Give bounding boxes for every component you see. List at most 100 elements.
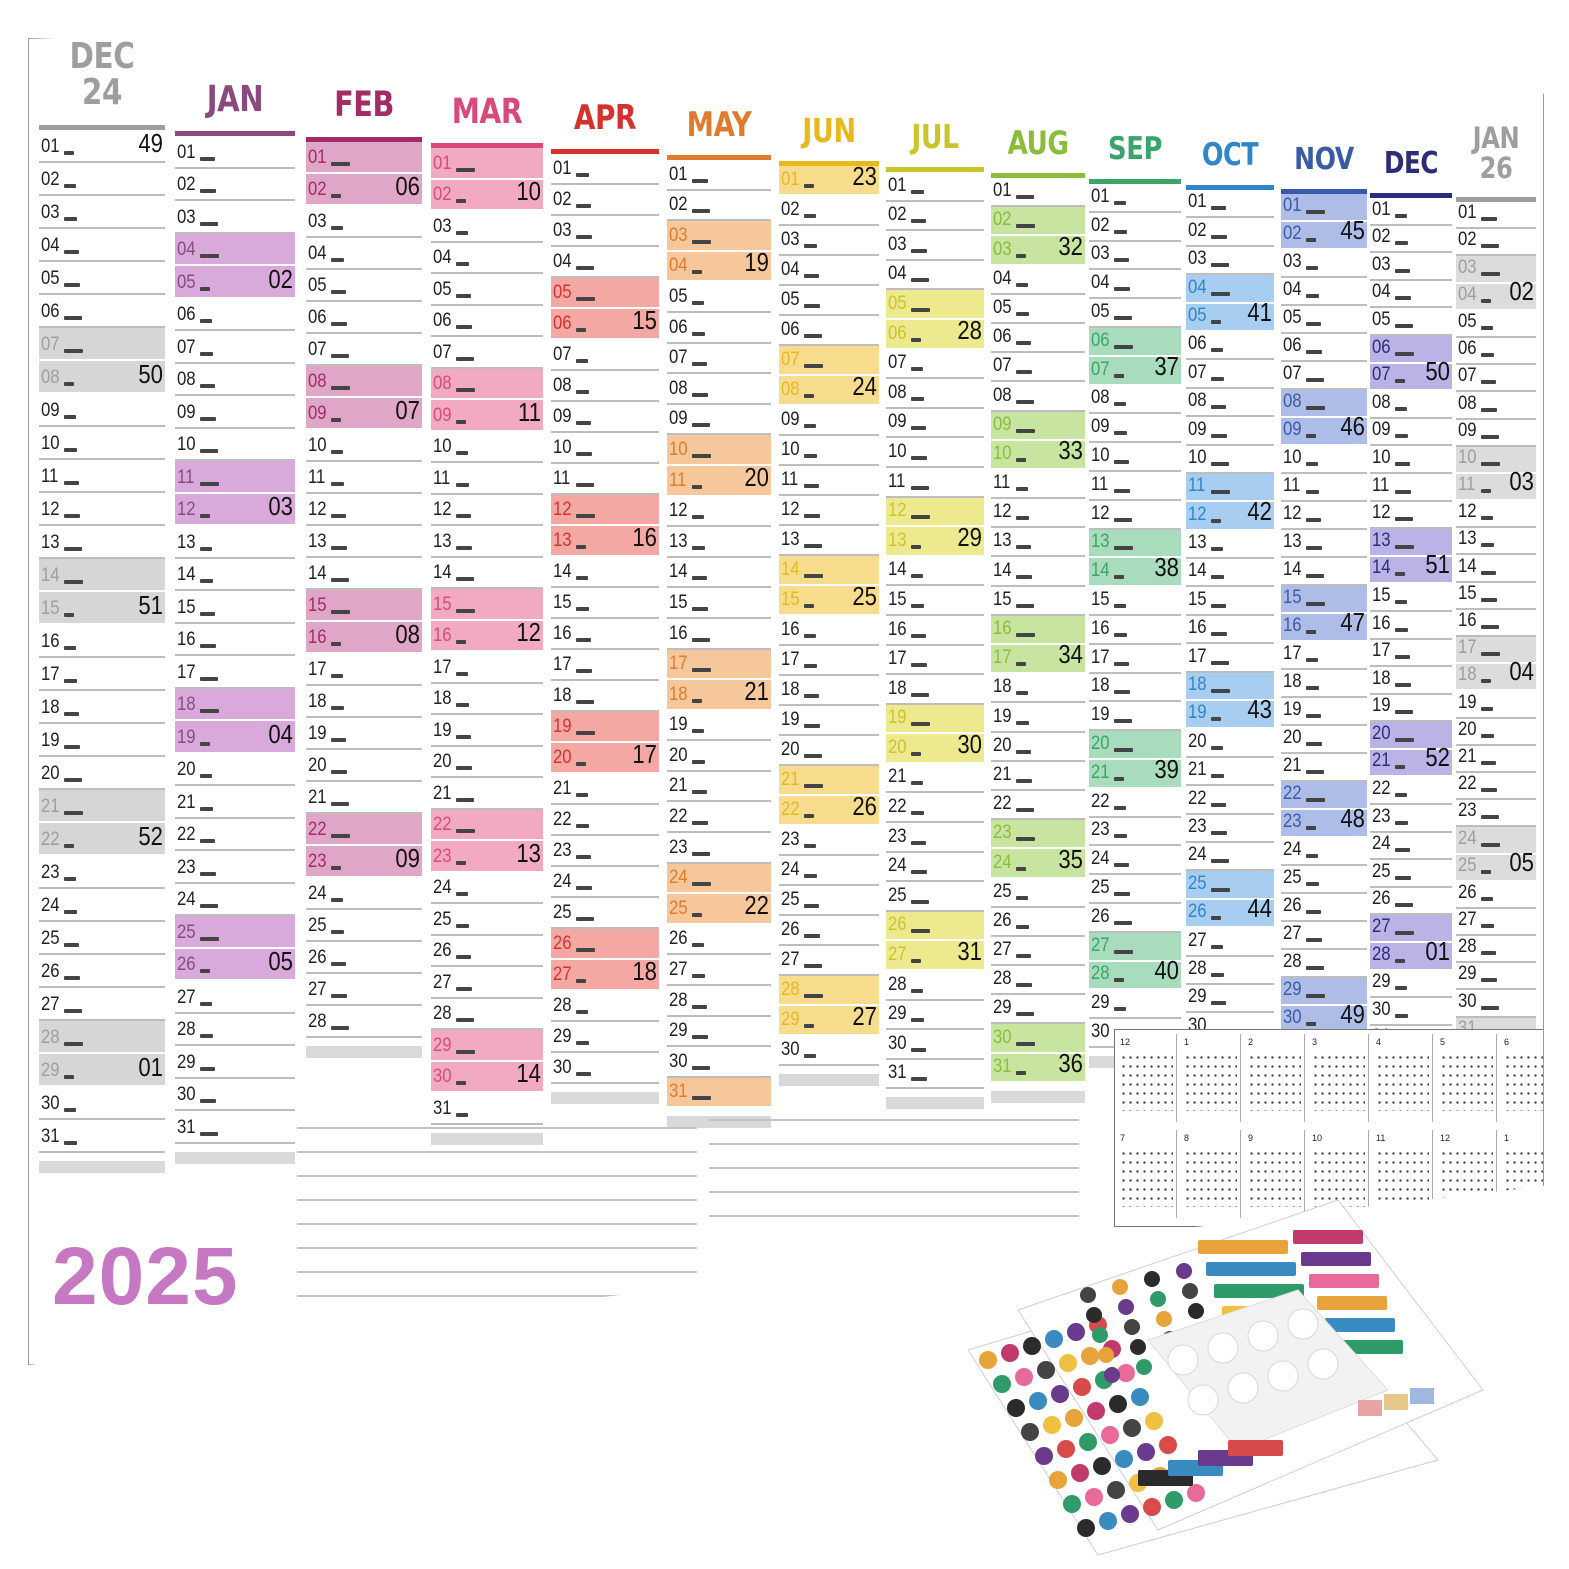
day-row[interactable]: 15 25 bbox=[779, 581, 879, 616]
day-row[interactable]: 13 bbox=[39, 526, 165, 559]
day-row[interactable]: 16 bbox=[667, 619, 771, 650]
day-row[interactable]: 14 bbox=[886, 557, 984, 587]
day-row[interactable]: 14 bbox=[39, 559, 165, 592]
day-row[interactable]: 06 bbox=[1370, 335, 1452, 364]
day-row[interactable]: 07 bbox=[1456, 365, 1536, 393]
day-row[interactable]: 04 bbox=[175, 233, 295, 266]
day-row[interactable]: 07 bbox=[551, 340, 659, 371]
day-row[interactable]: 13 bbox=[1456, 528, 1536, 556]
day-row[interactable]: 18 bbox=[306, 686, 422, 718]
day-row[interactable]: 12 03 bbox=[175, 491, 295, 526]
day-row[interactable]: 27 bbox=[1186, 928, 1274, 957]
day-row[interactable]: 04 bbox=[39, 229, 165, 262]
day-row[interactable]: 17 bbox=[1186, 644, 1274, 673]
day-row[interactable]: 11 bbox=[779, 466, 879, 496]
day-row[interactable]: 07 bbox=[1186, 360, 1274, 389]
day-row[interactable]: 06 bbox=[779, 316, 879, 346]
day-row[interactable]: 27 bbox=[175, 981, 295, 1014]
day-row[interactable]: 22 bbox=[1281, 782, 1367, 810]
day-row[interactable]: 13 16 bbox=[551, 522, 659, 557]
day-row[interactable]: 01 49 bbox=[39, 128, 165, 163]
day-row[interactable]: 12 bbox=[551, 495, 659, 526]
day-row[interactable]: 24 bbox=[175, 884, 295, 916]
day-row[interactable]: 03 bbox=[39, 196, 165, 229]
day-row[interactable]: 11 bbox=[886, 468, 984, 498]
day-row[interactable]: 03 bbox=[306, 206, 422, 238]
day-row[interactable]: 29 27 bbox=[779, 1001, 879, 1036]
day-row[interactable]: 12 bbox=[1089, 501, 1181, 530]
day-row[interactable]: 23 bbox=[667, 833, 771, 864]
day-row[interactable]: 04 bbox=[306, 238, 422, 270]
day-row[interactable]: 28 bbox=[886, 971, 984, 1001]
day-row[interactable]: 10 bbox=[431, 432, 543, 463]
day-row[interactable]: 08 bbox=[1456, 392, 1536, 420]
day-row[interactable]: 20 bbox=[1281, 726, 1367, 754]
day-row[interactable]: 30 bbox=[175, 1079, 295, 1111]
day-row[interactable]: 30 bbox=[991, 1024, 1085, 1054]
day-row[interactable]: 09 bbox=[991, 411, 1085, 441]
day-row[interactable]: 16 bbox=[551, 619, 659, 650]
day-row[interactable]: 03 bbox=[1370, 253, 1452, 281]
day-row[interactable]: 23 bbox=[886, 823, 984, 853]
day-row[interactable]: 24 bbox=[1186, 843, 1274, 872]
day-row[interactable]: 03 bbox=[886, 231, 984, 261]
day-row[interactable]: 07 bbox=[991, 353, 1085, 383]
day-row[interactable]: 09 11 bbox=[431, 397, 543, 432]
day-row[interactable]: 02 bbox=[175, 169, 295, 201]
day-row[interactable]: 19 bbox=[306, 718, 422, 750]
day-row[interactable]: 18 bbox=[431, 684, 543, 715]
day-row[interactable]: 09 07 bbox=[306, 395, 422, 430]
day-row[interactable]: 17 bbox=[551, 650, 659, 681]
day-row[interactable]: 17 bbox=[1281, 642, 1367, 670]
day-row[interactable]: 28 40 bbox=[1089, 955, 1181, 991]
day-row[interactable]: 09 bbox=[39, 394, 165, 427]
day-row[interactable]: 08 bbox=[1370, 391, 1452, 419]
day-row[interactable]: 04 bbox=[1186, 275, 1274, 304]
day-row[interactable]: 18 bbox=[1370, 667, 1452, 695]
day-row[interactable]: 25 bbox=[779, 886, 879, 916]
day-row[interactable]: 29 01 bbox=[39, 1052, 165, 1087]
day-row[interactable]: 23 bbox=[1370, 805, 1452, 833]
day-row[interactable]: 22 bbox=[1186, 786, 1274, 815]
day-row[interactable]: 18 bbox=[551, 681, 659, 712]
day-row[interactable]: 03 bbox=[779, 226, 879, 256]
day-row[interactable]: 02 bbox=[991, 207, 1085, 237]
day-row[interactable]: 23 13 bbox=[431, 838, 543, 873]
day-row[interactable]: 17 bbox=[779, 646, 879, 676]
day-row[interactable]: 26 bbox=[1370, 888, 1452, 916]
day-row[interactable]: 30 bbox=[39, 1087, 165, 1120]
day-row[interactable]: 25 bbox=[39, 922, 165, 955]
day-row[interactable]: 15 bbox=[991, 587, 1085, 616]
day-row[interactable]: 10 bbox=[886, 438, 984, 468]
day-row[interactable]: 09 46 bbox=[1281, 411, 1367, 446]
day-row[interactable]: 26 bbox=[667, 925, 771, 956]
day-row[interactable]: 14 bbox=[551, 557, 659, 588]
day-row[interactable]: 17 bbox=[886, 646, 984, 676]
day-row[interactable]: 11 20 bbox=[667, 462, 771, 497]
day-row[interactable]: 04 bbox=[779, 256, 879, 286]
day-row[interactable]: 06 15 bbox=[551, 305, 659, 340]
day-row[interactable]: 23 48 bbox=[1281, 803, 1367, 838]
day-row[interactable]: 25 bbox=[431, 904, 543, 936]
day-row[interactable]: 20 bbox=[1089, 731, 1181, 760]
day-row[interactable]: 16 bbox=[886, 616, 984, 646]
day-row[interactable]: 09 bbox=[886, 409, 984, 439]
day-row[interactable]: 03 32 bbox=[991, 231, 1085, 266]
day-row[interactable]: 22 bbox=[1089, 789, 1181, 818]
day-row[interactable]: 01 bbox=[991, 178, 1085, 208]
day-row[interactable]: 13 bbox=[667, 527, 771, 558]
day-row[interactable]: 23 bbox=[175, 851, 295, 884]
day-row[interactable]: 05 bbox=[991, 295, 1085, 324]
day-row[interactable]: 18 bbox=[1281, 670, 1367, 698]
day-row[interactable]: 20 bbox=[1370, 722, 1452, 750]
day-row[interactable]: 09 bbox=[1186, 417, 1274, 446]
day-row[interactable]: 23 bbox=[991, 820, 1085, 850]
day-row[interactable]: 25 bbox=[306, 910, 422, 942]
day-row[interactable]: 02 bbox=[1370, 226, 1452, 254]
day-row[interactable]: 20 bbox=[431, 747, 543, 778]
day-row[interactable]: 26 bbox=[779, 916, 879, 946]
day-row[interactable]: 01 bbox=[1370, 198, 1452, 226]
day-row[interactable]: 26 bbox=[306, 942, 422, 974]
day-row[interactable]: 02 bbox=[667, 191, 771, 222]
day-row[interactable]: 09 bbox=[551, 402, 659, 433]
